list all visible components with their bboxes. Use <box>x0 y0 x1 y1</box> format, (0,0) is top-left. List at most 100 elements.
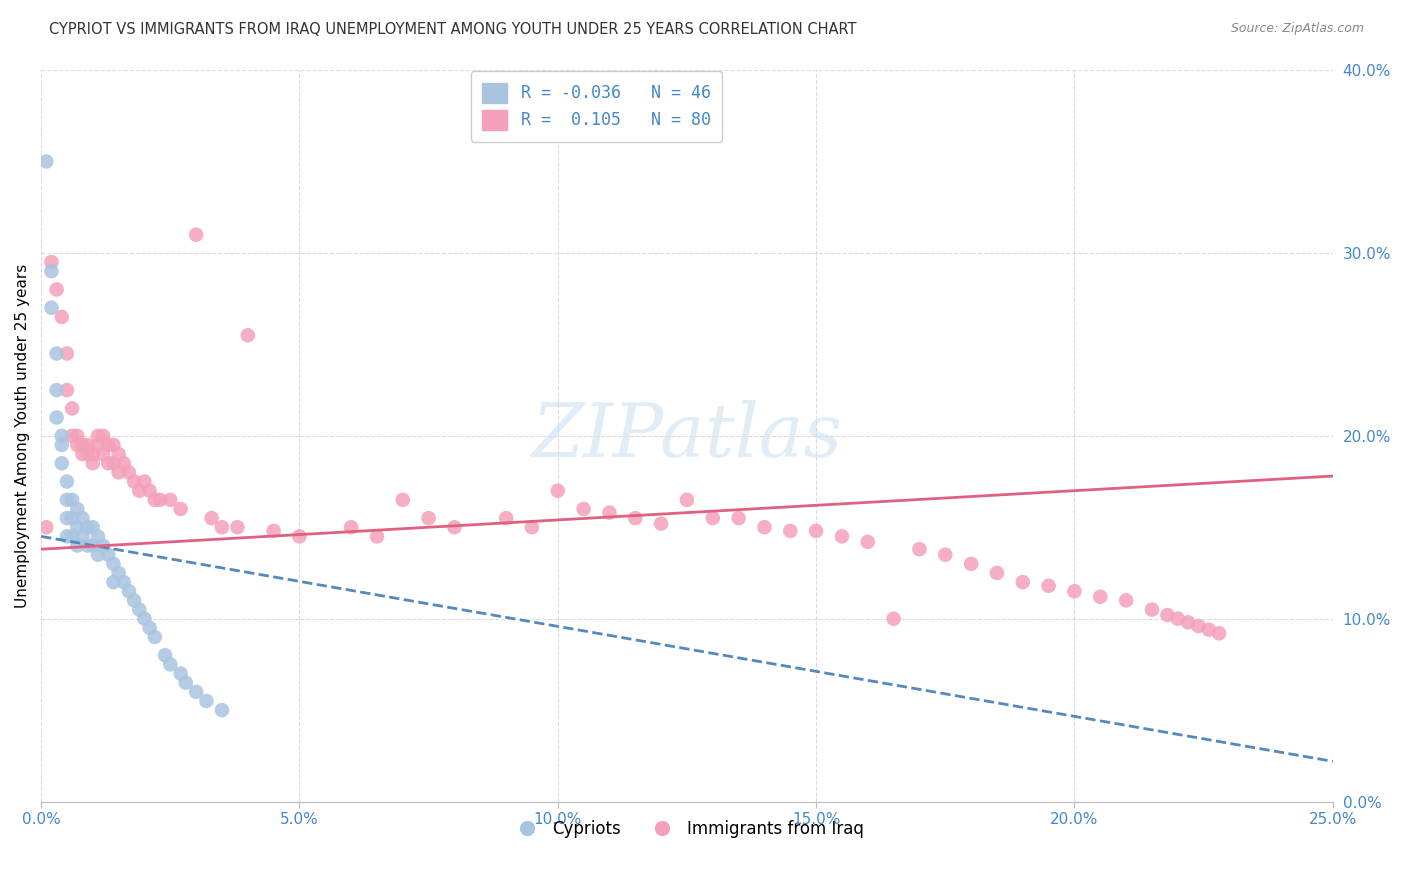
Point <box>149 492 172 507</box>
Point <box>128 483 150 498</box>
Y-axis label: Unemployment Among Youth under 25 years: Unemployment Among Youth under 25 years <box>15 264 30 608</box>
Point <box>72 447 94 461</box>
Point <box>60 511 83 525</box>
Point <box>831 529 853 543</box>
Point <box>103 438 125 452</box>
Point <box>598 506 620 520</box>
Point <box>107 566 129 580</box>
Point <box>76 438 98 452</box>
Point <box>103 456 125 470</box>
Point <box>366 529 388 543</box>
Point <box>45 283 67 297</box>
Point <box>76 520 98 534</box>
Point <box>138 621 160 635</box>
Point <box>82 447 104 461</box>
Point <box>159 492 181 507</box>
Point <box>56 383 79 397</box>
Point <box>56 492 79 507</box>
Point <box>107 447 129 461</box>
Point <box>66 502 89 516</box>
Point <box>263 524 285 538</box>
Point <box>45 346 67 360</box>
Point <box>87 529 110 543</box>
Point <box>201 511 224 525</box>
Point <box>76 539 98 553</box>
Point <box>66 520 89 534</box>
Point <box>66 539 89 553</box>
Text: ZIPatlas: ZIPatlas <box>531 400 842 472</box>
Point <box>143 630 166 644</box>
Point <box>883 612 905 626</box>
Point <box>169 666 191 681</box>
Point <box>547 483 569 498</box>
Point <box>236 328 259 343</box>
Point <box>91 429 114 443</box>
Point <box>624 511 647 525</box>
Point <box>134 612 156 626</box>
Point <box>1115 593 1137 607</box>
Point <box>195 694 218 708</box>
Point <box>908 542 931 557</box>
Point <box>676 492 699 507</box>
Point <box>1140 602 1163 616</box>
Point <box>60 401 83 416</box>
Point <box>87 548 110 562</box>
Point <box>51 310 73 324</box>
Point <box>495 511 517 525</box>
Point <box>443 520 465 534</box>
Point <box>82 456 104 470</box>
Point <box>72 438 94 452</box>
Point <box>91 447 114 461</box>
Point <box>1167 612 1189 626</box>
Point <box>960 557 983 571</box>
Point <box>35 154 58 169</box>
Point <box>118 584 141 599</box>
Legend: Cypriots, Immigrants from Iraq: Cypriots, Immigrants from Iraq <box>503 814 870 845</box>
Point <box>45 383 67 397</box>
Point <box>41 255 63 269</box>
Point <box>986 566 1008 580</box>
Point <box>174 675 197 690</box>
Point <box>41 264 63 278</box>
Point <box>103 557 125 571</box>
Point <box>35 520 58 534</box>
Point <box>340 520 363 534</box>
Point <box>72 511 94 525</box>
Point <box>56 346 79 360</box>
Point <box>184 227 207 242</box>
Point <box>118 466 141 480</box>
Point <box>934 548 956 562</box>
Point <box>66 429 89 443</box>
Point <box>779 524 801 538</box>
Point <box>45 410 67 425</box>
Point <box>169 502 191 516</box>
Point <box>1156 608 1178 623</box>
Point <box>211 703 233 717</box>
Point <box>60 529 83 543</box>
Point <box>159 657 181 672</box>
Point <box>134 475 156 489</box>
Point <box>76 447 98 461</box>
Point <box>97 438 120 452</box>
Point <box>1208 626 1230 640</box>
Point <box>856 534 879 549</box>
Point <box>51 456 73 470</box>
Point <box>727 511 749 525</box>
Point <box>51 429 73 443</box>
Point <box>1198 623 1220 637</box>
Point <box>143 492 166 507</box>
Point <box>51 438 73 452</box>
Point <box>122 475 145 489</box>
Point <box>56 511 79 525</box>
Point <box>572 502 595 516</box>
Point <box>107 466 129 480</box>
Point <box>754 520 776 534</box>
Point <box>226 520 249 534</box>
Point <box>520 520 543 534</box>
Point <box>87 438 110 452</box>
Point <box>112 456 135 470</box>
Point <box>650 516 672 531</box>
Point <box>41 301 63 315</box>
Point <box>288 529 311 543</box>
Point <box>60 492 83 507</box>
